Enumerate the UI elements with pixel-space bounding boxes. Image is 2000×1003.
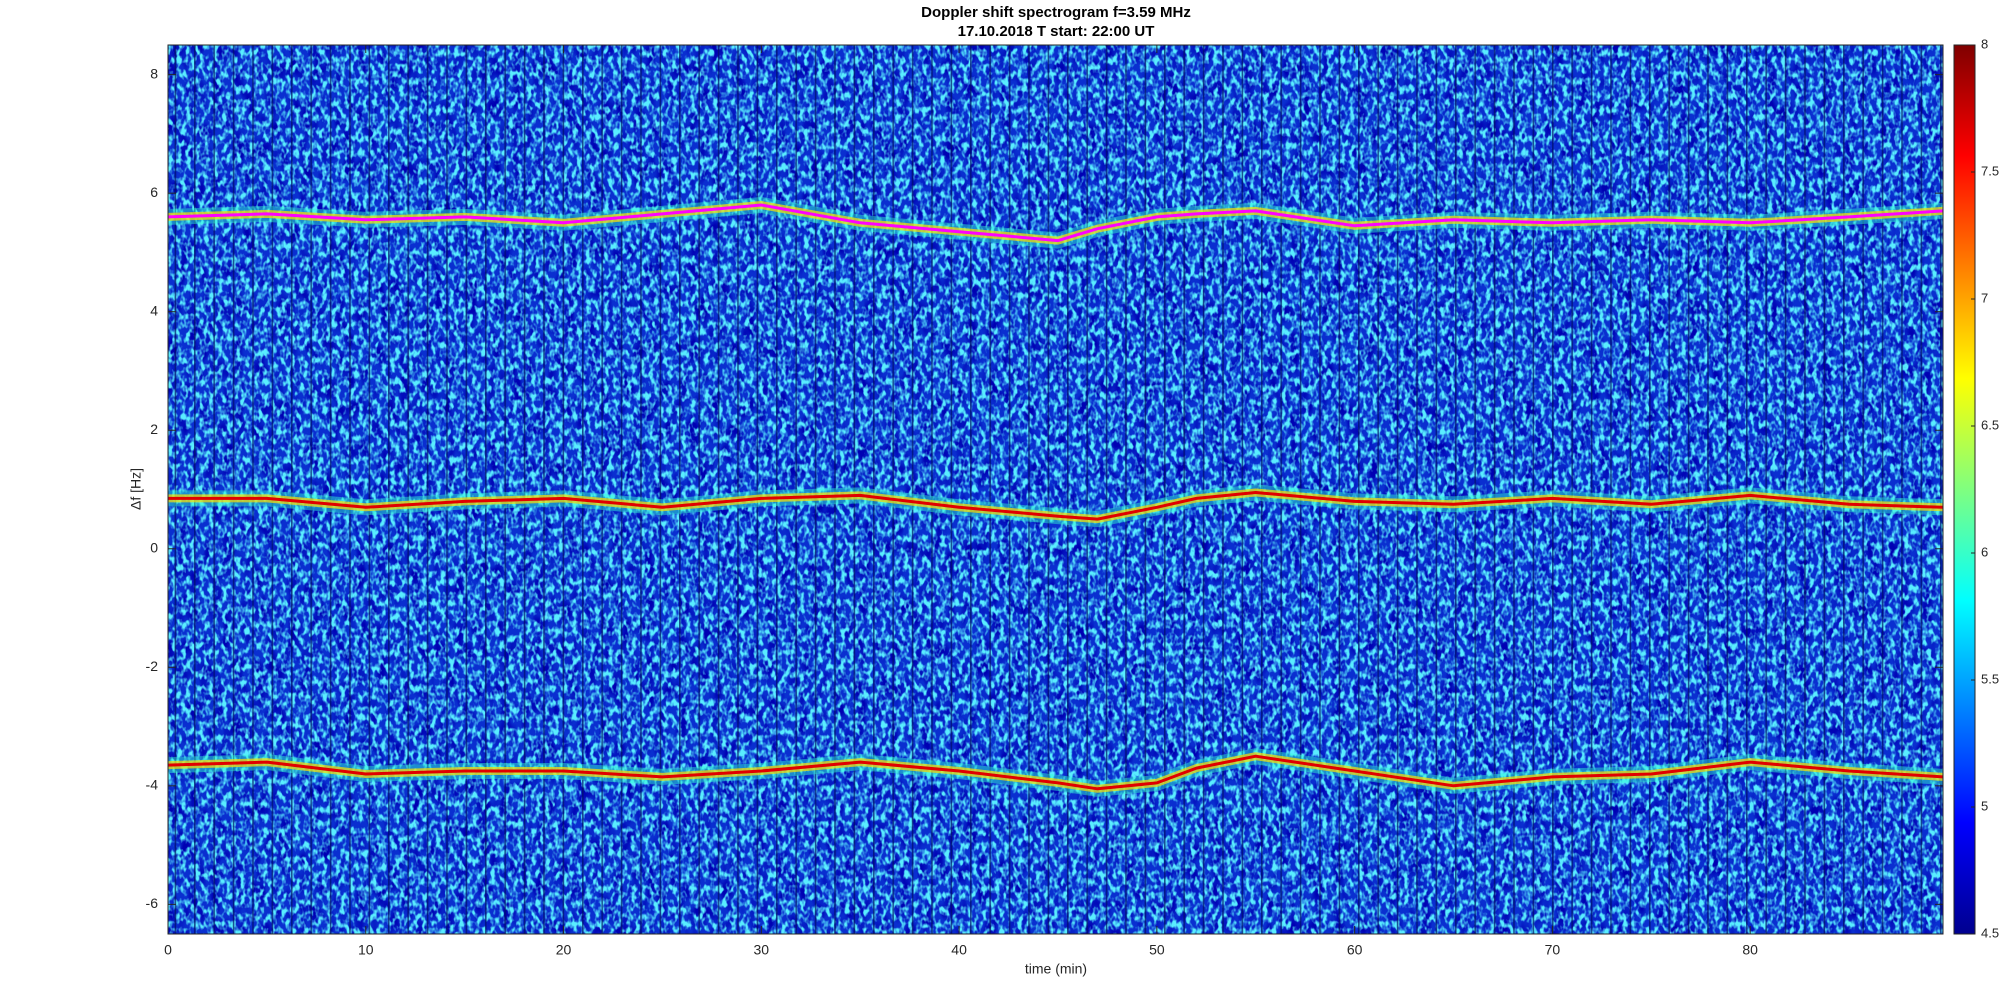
chart-subtitle: 17.10.2018 T start: 22:00 UT <box>958 23 1155 40</box>
y-axis-label: Δf [Hz] <box>128 468 144 510</box>
colorbar-tick-label: 6 <box>1981 544 1988 559</box>
colorbar <box>1953 44 1976 935</box>
colorbar-tick-label: 7.5 <box>1981 163 1999 178</box>
y-tick-label: 6 <box>150 184 158 200</box>
y-tick-label: 0 <box>150 539 158 555</box>
trace-line <box>168 203 1943 243</box>
spectrogram-background <box>168 45 1943 934</box>
x-tick-label: 0 <box>164 942 172 958</box>
x-tick-label: 40 <box>951 942 967 958</box>
x-tick-label: 80 <box>1742 942 1758 958</box>
x-tick-label: 50 <box>1149 942 1165 958</box>
y-tick-label: -4 <box>146 777 159 793</box>
colorbar-tick-label: 5 <box>1981 798 1988 813</box>
trace-line <box>168 754 1943 791</box>
colorbar-tick-label: 4.5 <box>1981 925 1999 940</box>
y-tick-label: 8 <box>150 65 158 81</box>
x-axis-label: time (min) <box>1025 961 1087 977</box>
y-tick-label: -6 <box>146 895 159 911</box>
plot-frame <box>167 44 1944 935</box>
colorbar-tick-label: 6.5 <box>1981 417 1999 432</box>
x-tick-label: 20 <box>556 942 572 958</box>
colorbar-tick-label: 7 <box>1981 290 1988 305</box>
y-tick-label: -2 <box>146 658 159 674</box>
x-tick-label: 30 <box>754 942 770 958</box>
y-tick-label: 4 <box>150 302 158 318</box>
traces <box>168 197 1943 797</box>
colorbar-tick-label: 8 <box>1981 36 1988 51</box>
chart-title: Doppler shift spectrogram f=3.59 MHz <box>921 4 1191 21</box>
y-tick-label: 2 <box>150 421 158 437</box>
colorbar-tick-label: 5.5 <box>1981 671 1999 686</box>
x-tick-label: 60 <box>1347 942 1363 958</box>
trace-line <box>168 491 1943 521</box>
x-tick-label: 70 <box>1545 942 1561 958</box>
x-tick-label: 10 <box>358 942 374 958</box>
